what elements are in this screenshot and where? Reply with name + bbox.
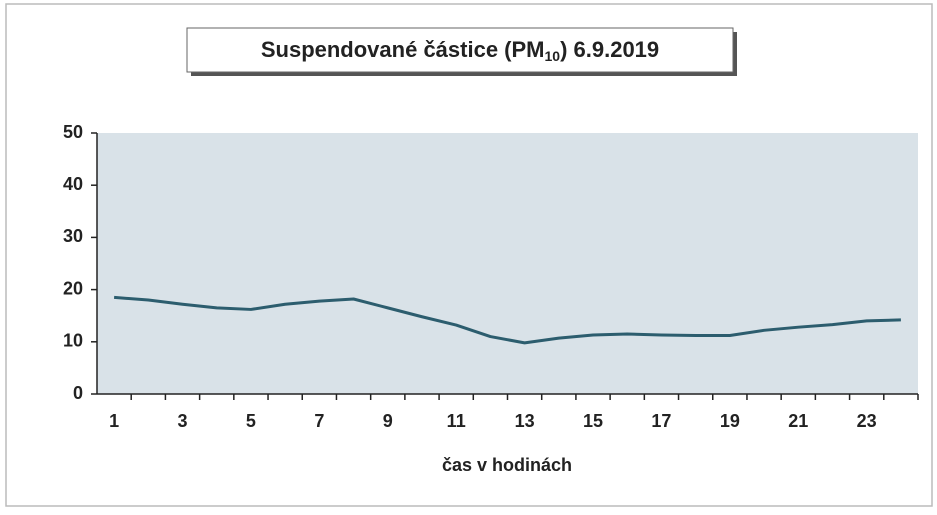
x-tick-label: 3 <box>178 411 188 431</box>
x-tick-label: 9 <box>383 411 393 431</box>
y-tick-label: 50 <box>63 122 83 142</box>
x-tick-label: 11 <box>447 411 466 431</box>
y-tick-label: 10 <box>63 331 83 351</box>
x-tick-label: 7 <box>314 411 324 431</box>
x-tick-label: 5 <box>246 411 256 431</box>
title-subscript: 10 <box>545 48 561 64</box>
y-tick-label: 40 <box>63 174 83 194</box>
x-tick-label: 1 <box>109 411 119 431</box>
x-tick-label: 19 <box>720 411 740 431</box>
plot-area <box>97 133 918 394</box>
data-line <box>113 295 901 345</box>
x-axis-label: čas v hodinách <box>442 455 572 475</box>
x-tick-label: 23 <box>857 411 877 431</box>
x-tick-label: 17 <box>651 411 671 431</box>
y-tick-label: 0 <box>73 383 83 403</box>
x-tick-label: 21 <box>788 411 808 431</box>
title-main: Suspendované částice (PM <box>261 37 545 62</box>
chart-title: Suspendované částice (PM10) 6.9.2019 <box>261 37 659 64</box>
x-tick-label: 15 <box>583 411 603 431</box>
title-suffix: ) 6.9.2019 <box>560 37 659 62</box>
title-box <box>186 27 734 73</box>
y-tick-label: 30 <box>63 226 83 246</box>
x-tick-label: 13 <box>515 411 535 431</box>
y-tick-label: 20 <box>63 278 83 298</box>
